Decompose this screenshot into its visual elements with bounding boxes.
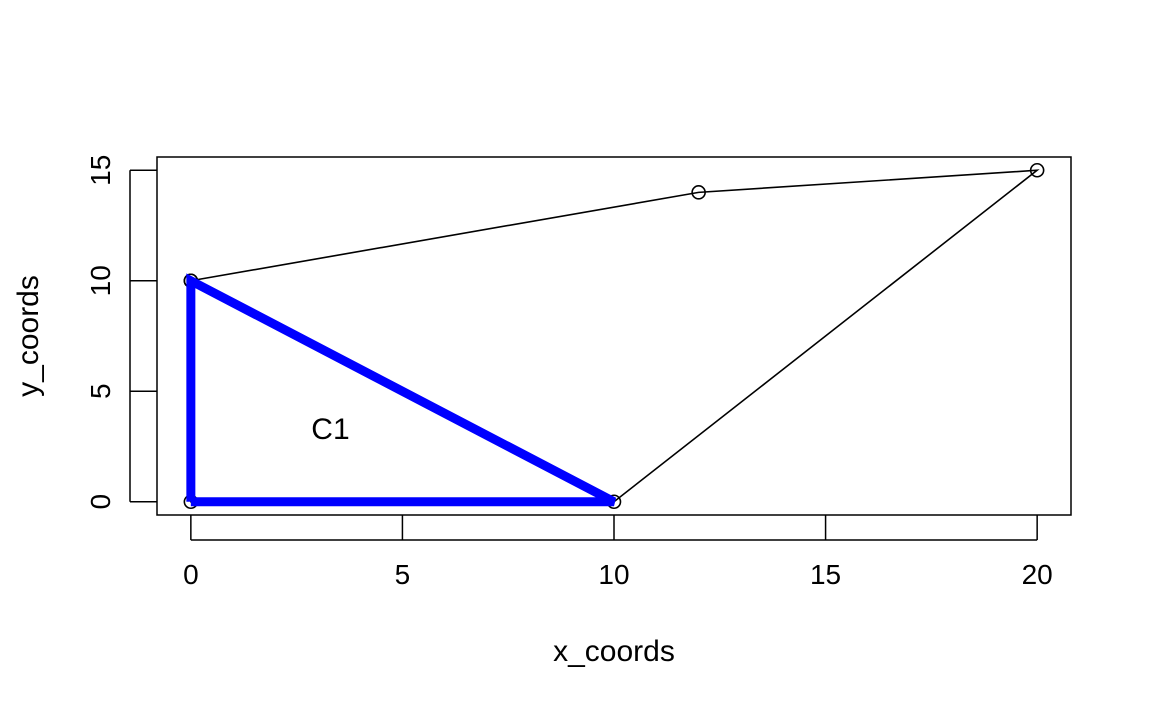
y-tick-label-1: 5	[85, 383, 116, 399]
series-0-point-1	[691, 185, 706, 200]
annotation-label-0: C1	[311, 413, 349, 446]
chart-axes: 0 5 10 15 20 0 5 10 15	[85, 155, 1053, 590]
series-1-outline	[186, 273, 617, 507]
x-axis-label: x_coords	[553, 635, 675, 668]
x-tick-label-2: 10	[598, 559, 629, 590]
y-tick-label-3: 15	[85, 155, 116, 186]
x-tick-label-3: 15	[810, 559, 841, 590]
chart-marks: C1	[183, 162, 1045, 510]
x-tick-label-1: 5	[395, 559, 411, 590]
x-tick-label-4: 20	[1022, 559, 1053, 590]
y-axis-label: y_coords	[12, 275, 45, 397]
series-0-line	[190, 169, 1040, 503]
y-tick-label-2: 10	[85, 265, 116, 296]
series-0-point-2	[1029, 162, 1045, 178]
x-tick-label-0: 0	[183, 559, 199, 590]
y-tick-label-0: 0	[85, 494, 116, 510]
